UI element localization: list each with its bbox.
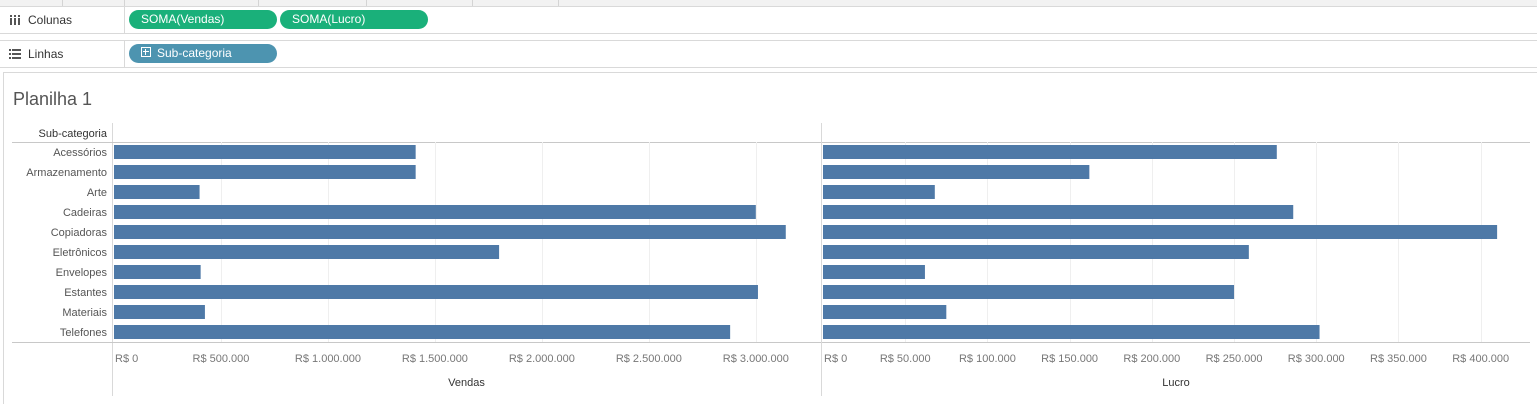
axis-tick-label: R$ 3.000.000 [723,353,789,365]
strip-divider [558,0,559,6]
strip-divider [366,0,367,6]
axis-tick-label: R$ 0 [824,353,847,365]
axis-tick-label: R$ 300.000 [1288,353,1345,365]
category-label: Estantes [64,287,107,299]
rows-shelf-header: Linhas [0,41,125,67]
bar-lucro[interactable] [823,145,1277,159]
bar-vendas[interactable] [114,185,200,199]
sheet-title: Planilha 1 [13,89,93,109]
axis-tick-label: R$ 50.000 [880,353,931,365]
axis-tick-label: R$ 250.000 [1206,353,1263,365]
pill-soma-lucro[interactable]: SOMA(Lucro) [280,10,428,29]
category-label: Armazenamento [26,167,107,179]
bar-vendas[interactable] [114,285,758,299]
category-label: Materiais [62,307,107,319]
bar-vendas[interactable] [114,265,201,279]
axis-title-vendas: Vendas [448,377,485,389]
axis-tick-label: R$ 2.000.000 [509,353,575,365]
axis-title-lucro: Lucro [1162,377,1190,389]
category-label: Acessórios [53,147,107,159]
strip-divider [62,0,63,6]
bar-lucro[interactable] [823,225,1498,239]
columns-shelf-label: Colunas [28,13,73,27]
rows-shelf-label: Linhas [28,47,64,61]
columns-icon [10,15,20,25]
axis-tick-label: R$ 100.000 [959,353,1016,365]
bar-lucro[interactable] [823,185,935,199]
bar-lucro[interactable] [823,245,1249,259]
bar-lucro[interactable] [823,165,1090,179]
axis-tick-label: R$ 350.000 [1370,353,1427,365]
bar-lucro[interactable] [823,305,947,319]
bar-lucro[interactable] [823,205,1294,219]
axis-tick-label: R$ 500.000 [193,353,250,365]
axis-tick-label: R$ 1.000.000 [295,353,361,365]
expand-plus-icon[interactable] [141,47,151,57]
bar-vendas[interactable] [114,145,416,159]
pill-soma-vendas[interactable]: SOMA(Vendas) [129,10,277,29]
columns-shelf-header: Colunas [0,7,125,33]
category-label: Copiadoras [51,227,108,239]
category-label: Telefones [60,327,108,339]
pill-sub-categoria-label: Sub-categoria [157,46,232,60]
columns-shelf[interactable]: Colunas SOMA(Vendas) SOMA(Lucro) [0,6,1537,34]
axis-tick-label: R$ 200.000 [1123,353,1180,365]
bar-vendas[interactable] [114,245,500,259]
axis-tick-label: R$ 150.000 [1041,353,1098,365]
axis-tick-label: R$ 400.000 [1452,353,1509,365]
bar-lucro[interactable] [823,325,1320,339]
bar-vendas[interactable] [114,205,756,219]
rows-shelf[interactable]: Linhas Sub-categoria [0,40,1537,68]
category-label: Envelopes [56,267,108,279]
category-label: Arte [87,187,107,199]
category-label: Cadeiras [63,207,108,219]
strip-divider [472,0,473,6]
axis-tick-label: R$ 1.500.000 [402,353,468,365]
strip-divider [124,0,125,6]
rows-icon [9,49,21,59]
axis-tick-label: R$ 0 [115,353,138,365]
row-header-label: Sub-categoria [39,128,108,140]
pill-sub-categoria[interactable]: Sub-categoria [129,44,277,63]
bar-lucro[interactable] [823,285,1235,299]
category-label: Eletrônicos [53,247,108,259]
bar-vendas[interactable] [114,305,205,319]
bar-vendas[interactable] [114,325,731,339]
strip-divider [258,0,259,6]
axis-tick-label: R$ 2.500.000 [616,353,682,365]
bar-vendas[interactable] [114,225,786,239]
bar-lucro[interactable] [823,265,925,279]
bar-vendas[interactable] [114,165,416,179]
